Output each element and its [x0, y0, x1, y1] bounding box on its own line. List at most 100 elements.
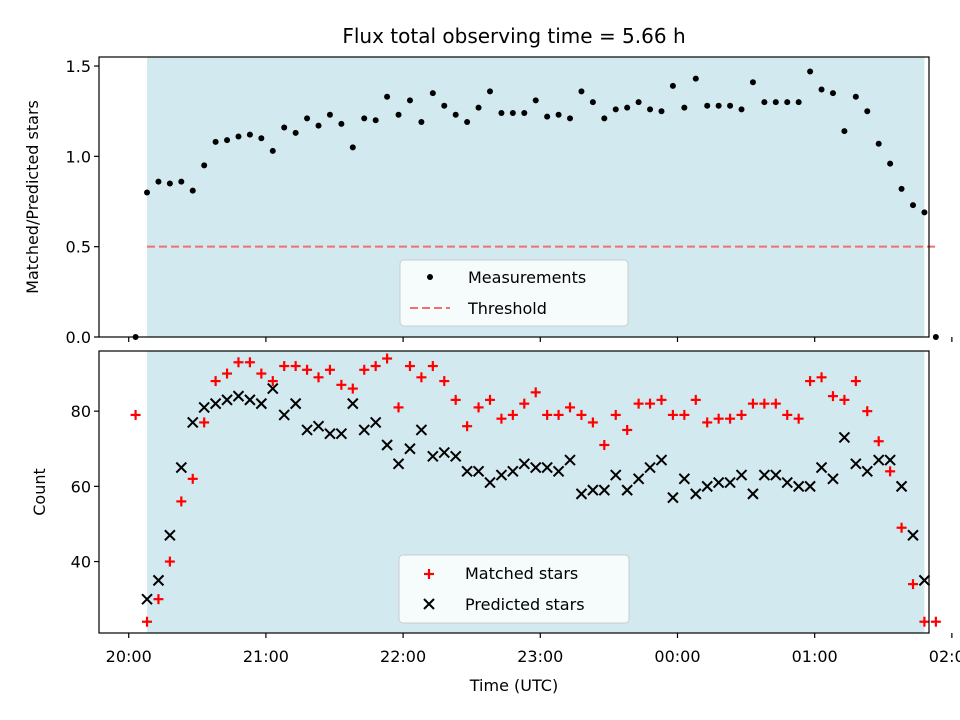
matched-star-point — [873, 436, 884, 447]
predicted-star-point — [758, 469, 771, 481]
measurement-point — [612, 106, 619, 113]
measurement-point — [601, 115, 608, 122]
predicted-star-point — [392, 458, 405, 470]
predicted-star-point — [472, 465, 485, 478]
measurement-points — [132, 68, 939, 340]
predicted-star-point-b — [358, 424, 370, 436]
matched-star-point — [302, 364, 313, 375]
predicted-star-point-b — [644, 461, 656, 474]
measurement-point — [475, 104, 482, 111]
predicted-star-point — [209, 397, 222, 410]
predicted-star-point — [198, 401, 210, 414]
matched-star-point — [496, 413, 507, 424]
measurement-point — [258, 135, 265, 142]
predicted-star-point-b — [415, 424, 428, 436]
measurement-point — [212, 138, 219, 145]
measurement-point — [589, 99, 596, 106]
measurement-point — [452, 111, 459, 118]
predicted-star-point — [632, 473, 645, 485]
measurement-point — [681, 104, 688, 111]
predicted-star-point — [324, 428, 336, 440]
matched-star-point — [256, 368, 267, 379]
predicted-star-point-b — [701, 480, 713, 493]
measurement-point — [932, 334, 939, 340]
predicted-star-point-b — [552, 465, 565, 478]
predicted-star-point-b — [621, 484, 633, 496]
ratio-panel-legend: Measurements Threshold — [399, 259, 629, 327]
measurement-point — [818, 86, 825, 93]
predicted-star-point — [278, 409, 290, 421]
count-panel-legend: Matched stars Predicted stars — [398, 554, 630, 624]
matched-star-point — [507, 409, 518, 420]
matched-star-point — [530, 387, 541, 398]
predicted-star-point — [701, 480, 713, 493]
x-tick-label: 23:00 — [517, 647, 563, 666]
measurement-point — [281, 124, 288, 131]
matched-star-point — [862, 406, 873, 417]
predicted-star-point-b — [152, 574, 165, 587]
predicted-star-point — [712, 476, 725, 489]
count-y-axis-label: Count — [30, 468, 49, 516]
predicted-star-point — [781, 476, 793, 489]
measurement-point — [761, 99, 768, 106]
measurement-point — [372, 117, 379, 124]
y-tick-label: 80 — [71, 402, 91, 421]
predicted-star-point — [564, 454, 576, 466]
matched-star-point — [382, 353, 393, 364]
predicted-star-point — [438, 446, 450, 459]
matched-star-point — [690, 394, 701, 405]
measurement-point — [875, 140, 882, 147]
legend-matched-marker — [424, 569, 434, 579]
measurement-point — [864, 108, 871, 115]
predicted-star-point-b — [804, 480, 816, 493]
measurement-point — [647, 106, 654, 113]
predicted-star-point — [850, 458, 862, 470]
matched-star-point — [153, 594, 164, 605]
predicted-star-point — [667, 491, 679, 504]
measurement-point — [578, 88, 585, 95]
measurement-point — [715, 102, 722, 109]
matched-star-point — [210, 376, 221, 387]
measurement-point — [807, 68, 814, 75]
predicted-star-point-b — [667, 491, 679, 504]
matched-star-point — [427, 361, 438, 372]
matched-star-point — [759, 398, 770, 409]
x-tick-label: 01:00 — [792, 647, 838, 666]
matched-star-point — [404, 361, 415, 372]
predicted-star-point — [552, 465, 565, 478]
predicted-star-point-b — [872, 454, 885, 466]
matched-star-point — [610, 409, 621, 420]
predicted-star-point-b — [404, 443, 416, 455]
measurement-point — [166, 180, 173, 187]
predicted-star-point-b — [907, 529, 919, 541]
predicted-star-point-b — [347, 397, 359, 410]
matched-star-point — [439, 376, 450, 387]
matched-star-point — [599, 440, 610, 450]
legend-matched-label: Matched stars — [465, 564, 578, 583]
matched-star-point — [267, 376, 278, 387]
predicted-star-point-b — [267, 382, 279, 395]
legend-box — [399, 259, 629, 327]
measurement-point — [292, 129, 299, 136]
predicted-star-point — [232, 390, 245, 402]
measurement-point — [406, 97, 413, 104]
matched-star-point — [587, 417, 598, 428]
predicted-star-point — [804, 480, 816, 493]
matched-star-point — [770, 398, 781, 409]
predicted-star-point — [404, 443, 416, 455]
predicted-star-point-b — [427, 450, 439, 462]
ratio-y-axis-label: Matched/Predicted stars — [23, 100, 42, 294]
measurement-point — [384, 93, 391, 100]
predicted-star-point-b — [541, 461, 553, 474]
predicted-star-point — [895, 480, 908, 493]
predicted-star-point-b — [587, 484, 599, 496]
predicted-star-point-b — [655, 454, 668, 466]
predicted-star-point-b — [449, 450, 462, 462]
chart-title: Flux total observing time = 5.66 h — [342, 24, 685, 48]
predicted-star-point — [872, 454, 885, 466]
measurement-point — [235, 133, 242, 140]
predicted-star-point — [690, 488, 702, 500]
measurement-point — [692, 75, 699, 82]
x-axis-ticks: 20:00 21:00 22:00 23:00 00:00 01:00 02:00 — [106, 647, 960, 666]
matched-star-point — [290, 361, 301, 372]
